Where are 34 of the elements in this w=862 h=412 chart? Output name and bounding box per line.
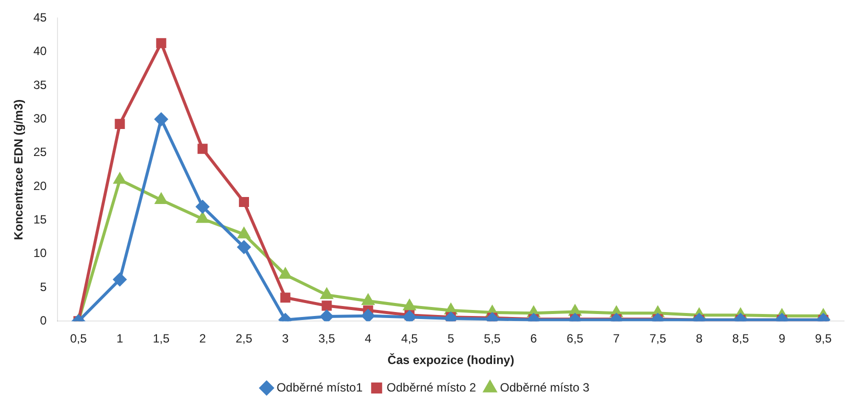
x-tick-label: 9,5 (814, 332, 832, 346)
y-tick-label: 5 (40, 280, 48, 294)
x-tick-label: 5 (448, 332, 455, 346)
x-tick-label: 8 (696, 332, 703, 346)
legend-label: Odběrné místo 2 (386, 380, 476, 394)
y-tick-label: 20 (33, 178, 48, 193)
x-axis-title: Čas expozice (hodiny) (388, 353, 514, 368)
x-tick-label: 9 (778, 332, 786, 346)
x-tick-label: 8,5 (732, 332, 750, 346)
x-tick-label: 1 (116, 332, 124, 346)
x-tick-label: 7 (613, 332, 620, 346)
x-tick-label: 0,5 (70, 332, 88, 346)
y-tick-label: 45 (33, 10, 48, 25)
y-tick-label: 35 (33, 78, 48, 92)
x-tick-label: 2,5 (236, 332, 253, 346)
y-tick-label: 30 (33, 112, 48, 126)
x-tick-label: 3 (282, 332, 290, 346)
x-tick-label: 6 (530, 332, 538, 346)
x-tick-label: 4 (364, 332, 372, 346)
x-tick-label: 2 (199, 332, 206, 346)
legend-label: Odběrné místo 3 (500, 380, 590, 394)
y-axis-title: Koncentrace EDN (g/m3) (12, 99, 26, 240)
y-tick-label: 40 (33, 44, 48, 58)
x-tick-label: 1,5 (152, 332, 170, 346)
x-tick-label: 3,5 (318, 332, 336, 346)
x-tick-label: 4,5 (401, 332, 418, 346)
y-tick-label: 15 (33, 212, 48, 227)
x-tick-label: 6,5 (566, 332, 584, 346)
y-tick-label: 25 (33, 145, 48, 160)
y-tick-label: 10 (33, 246, 48, 260)
x-tick-label: 5,5 (484, 332, 501, 346)
x-tick-label: 7,5 (649, 332, 666, 346)
y-tick-label: 0 (40, 314, 48, 328)
legend-label: Odběrné místo1 (276, 380, 363, 394)
